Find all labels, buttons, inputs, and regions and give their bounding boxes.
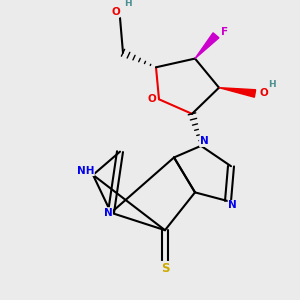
Polygon shape <box>219 88 256 97</box>
Text: H: H <box>268 80 275 89</box>
Text: O: O <box>147 94 156 104</box>
Text: S: S <box>161 262 169 275</box>
Text: F: F <box>221 27 229 38</box>
Text: N: N <box>200 136 208 146</box>
Text: NH: NH <box>77 166 94 176</box>
Text: O: O <box>111 7 120 17</box>
Text: H: H <box>124 0 131 8</box>
Text: O: O <box>260 88 268 98</box>
Polygon shape <box>195 33 219 58</box>
Text: N: N <box>103 208 112 218</box>
Text: N: N <box>228 200 237 211</box>
